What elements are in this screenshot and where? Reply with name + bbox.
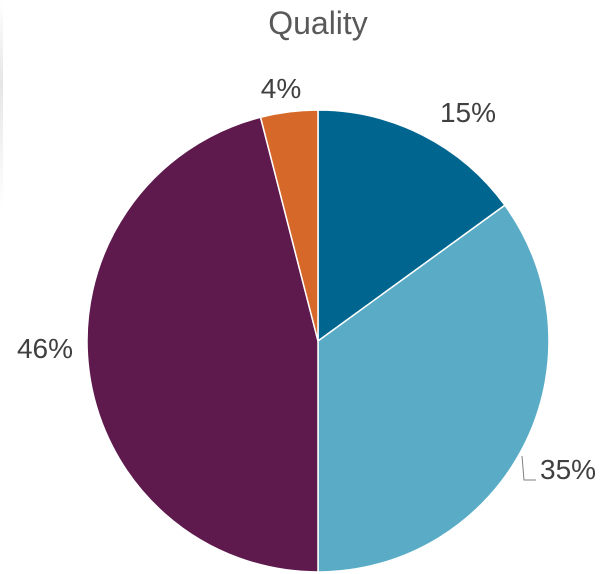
pie-slice: [259, 109, 319, 342]
leader-lines: [521, 455, 536, 481]
pie-slices: [86, 109, 550, 573]
slice-labels: 15% 35% 46% 4%: [17, 73, 596, 485]
chart-title: Quality: [268, 5, 368, 41]
slice-label: 35%: [540, 454, 596, 485]
pie-slice: [86, 116, 319, 573]
slice-label: 46%: [17, 333, 73, 364]
leader-line: [521, 455, 536, 481]
frame-edge: [0, 0, 3, 210]
pie-slice: [317, 109, 506, 343]
slice-label: 15%: [440, 97, 496, 128]
slice-label: 4%: [261, 73, 301, 104]
pie-slice: [317, 204, 550, 573]
